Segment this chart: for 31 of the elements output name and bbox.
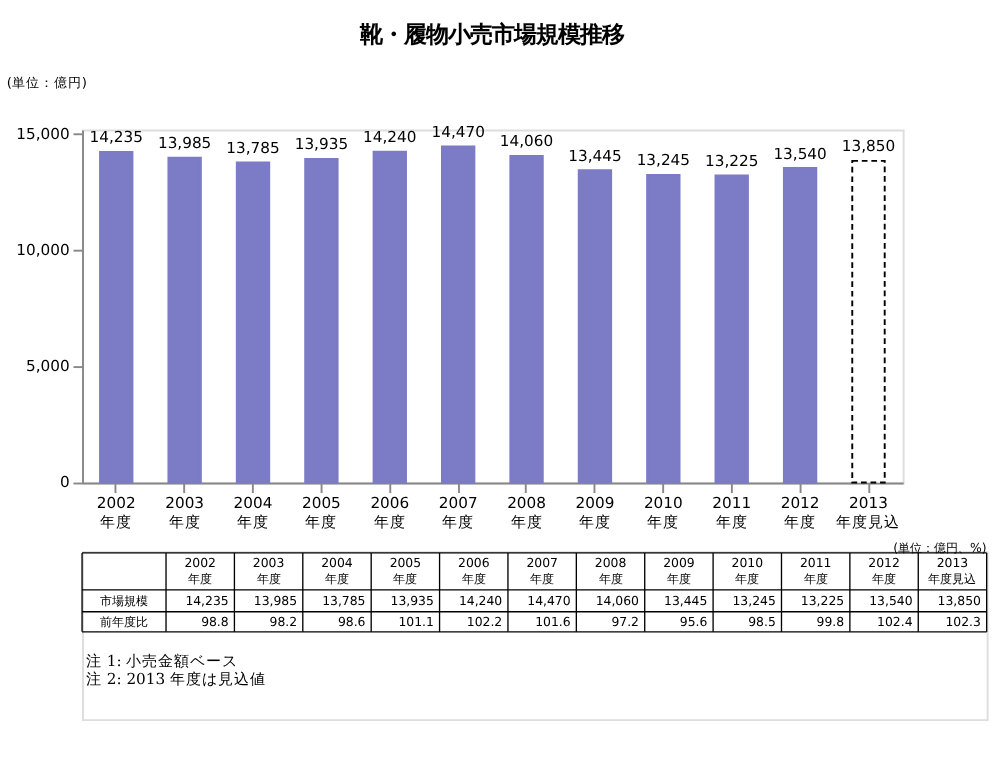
data-label: 14,470 [431,122,486,141]
y-tick-label: 15,000 [16,124,70,143]
data-label: 13,245 [636,151,691,170]
chart-title: 靴・履物小売市場規模推移 [358,19,625,48]
data-label: 13,445 [568,146,622,165]
x-tick-label: 2011 年度 [712,494,752,532]
x-tick-label: 2005 年度 [302,494,342,532]
y-tick-label: 5,000 [25,357,70,376]
data-label: 13,785 [226,138,280,157]
y-tick-label: 10,000 [16,241,70,260]
x-tick-label: 2009 年度 [575,494,615,532]
x-tick-label: 2004 年度 [233,494,273,532]
text: 注 2: 2013 年度は見込値 [85,670,267,689]
x-tick-label: 2003 年度 [165,494,205,532]
y-tick-label: 0 [59,473,70,492]
data-label: 13,935 [294,135,349,154]
x-tick-label: 2007 年度 [438,494,478,532]
data-label: 13,225 [705,151,759,170]
data-label: 13,985 [157,134,212,153]
data-label: 14,235 [89,128,144,147]
x-tick-label: 2008 年度 [507,494,547,532]
x-tick-label: 2012 年度 [780,494,820,532]
data-label: 13,540 [773,144,828,163]
data-label: 14,060 [499,132,554,151]
x-tick-label: 2002 年度 [96,494,136,532]
x-tick-label: 2010 年度 [643,494,684,532]
text: 注 1: 小売金額ベース [85,651,239,670]
x-tick-label: 2013 年度見込 [836,494,901,532]
data-label: 14,240 [363,128,417,147]
data-label: 13,850 [841,137,896,156]
x-tick-label: 2006 年度 [370,494,410,532]
